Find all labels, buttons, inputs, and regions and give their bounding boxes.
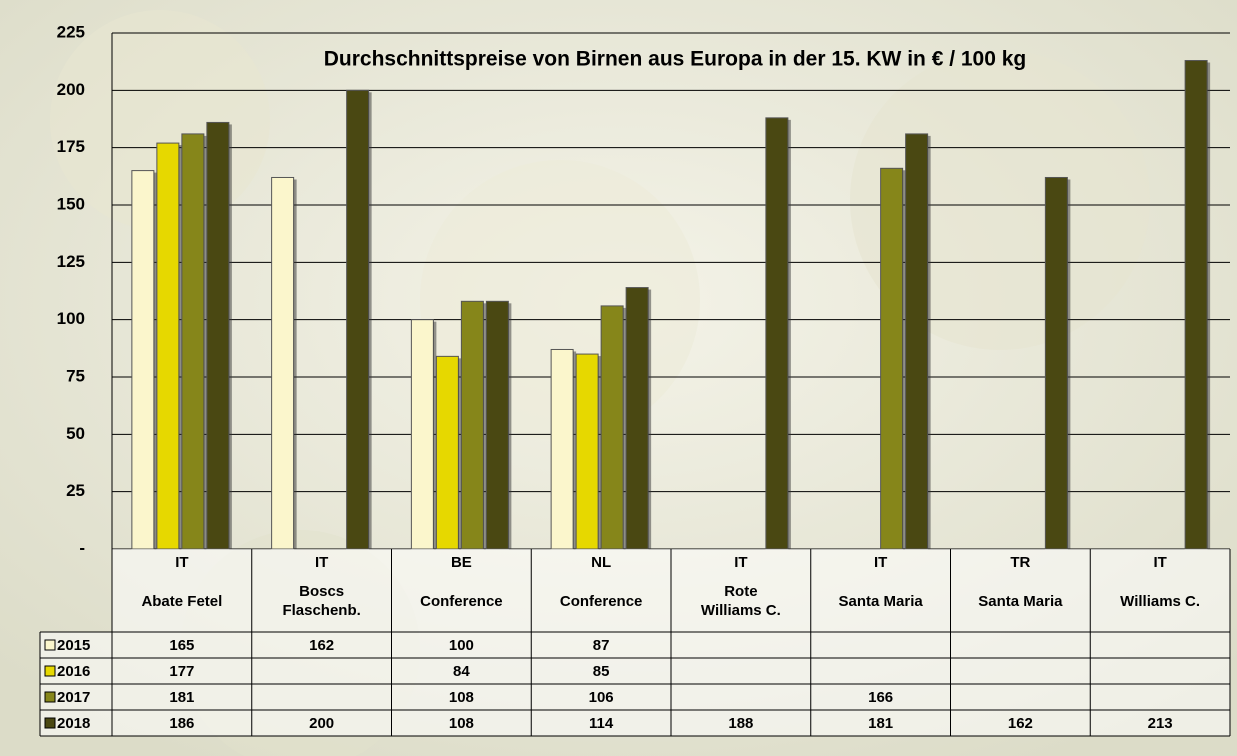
data-label: 108 (448, 715, 474, 732)
category-name: Abate Fetel (141, 593, 223, 610)
bar-side (483, 303, 487, 549)
legend-label: 2018 (57, 715, 91, 732)
data-label: 165 (169, 637, 195, 654)
bar (905, 133, 929, 550)
y-tick-label: 125 (57, 252, 85, 271)
data-label: 181 (868, 715, 894, 732)
bar (485, 300, 509, 550)
data-label: 108 (448, 689, 474, 706)
bar-side (508, 303, 512, 549)
y-tick-label: 225 (57, 22, 85, 41)
data-label: 186 (169, 715, 195, 732)
bar-side (648, 289, 652, 549)
bar-side (178, 145, 182, 549)
data-label: 106 (588, 689, 614, 706)
y-tick-label: 100 (57, 309, 85, 328)
legend-swatch (44, 691, 56, 703)
category-name: Santa Maria (978, 593, 1063, 610)
category-country: TR (1010, 554, 1031, 571)
legend-label: 2016 (57, 663, 91, 680)
bar (1044, 176, 1068, 550)
legend-label: 2017 (57, 689, 91, 706)
data-label: 162 (309, 637, 335, 654)
category-name: Conference (420, 593, 503, 610)
bar-side (927, 135, 931, 549)
bar-side (1067, 179, 1071, 550)
category-country: IT (314, 554, 329, 571)
bar-side (153, 172, 157, 549)
data-label: 166 (868, 689, 894, 706)
category-name: Boscs Flaschenb. (282, 583, 361, 619)
bar-side (293, 179, 297, 550)
bar (625, 287, 649, 550)
category-country: IT (734, 554, 748, 571)
bar-side (458, 358, 462, 549)
legend-swatch (44, 717, 56, 729)
category-country: IT (873, 554, 888, 571)
legend-swatch (44, 665, 56, 677)
data-label: 188 (728, 715, 754, 732)
legend-label: 2015 (57, 637, 91, 654)
data-label: 162 (1007, 715, 1033, 732)
data-label: 100 (448, 637, 474, 654)
y-tick-label: 175 (57, 137, 85, 156)
bar (460, 300, 484, 550)
bar-side (573, 351, 577, 549)
category-name: Santa Maria (838, 593, 923, 610)
bar (346, 89, 370, 550)
bar (271, 176, 295, 550)
bar-side (787, 119, 791, 549)
bar-side (228, 124, 232, 549)
bar-side (598, 356, 602, 549)
bar-side (203, 135, 207, 549)
data-label: 114 (589, 715, 614, 732)
bar (206, 121, 230, 550)
bar (1184, 60, 1208, 550)
bar (435, 355, 459, 550)
bar (181, 133, 205, 550)
bar (156, 142, 180, 550)
bar-side (623, 307, 627, 549)
bar (410, 319, 434, 550)
legend-swatch (44, 639, 56, 651)
y-tick-label: 150 (57, 194, 85, 213)
bar (600, 305, 624, 550)
bar-side (433, 321, 437, 549)
category-country: BE (450, 554, 472, 571)
bar (575, 353, 599, 550)
category-country: IT (175, 554, 189, 571)
chart-title: Durchschnittspreise von Birnen aus Europ… (324, 48, 1027, 71)
data-label: 200 (309, 715, 335, 732)
bar (880, 167, 904, 550)
category-country: IT (1153, 554, 1167, 571)
bar-side (902, 170, 906, 549)
y-tick-label: 50 (66, 424, 85, 443)
bar-side (1207, 62, 1211, 550)
y-tick-label: 75 (66, 366, 85, 385)
category-name: Williams C. (1120, 593, 1201, 610)
category-name: Rote Williams C. (700, 583, 781, 619)
y-tick-label: - (79, 538, 85, 557)
data-label: 85 (592, 663, 610, 680)
category-name: Conference (559, 593, 643, 610)
data-label: 177 (169, 663, 195, 680)
data-label: 84 (453, 663, 470, 680)
data-label: 181 (169, 689, 195, 706)
bar (765, 117, 789, 550)
data-label: 87 (592, 637, 610, 654)
bar (550, 348, 574, 550)
data-label: 213 (1147, 715, 1173, 732)
bar-side (368, 92, 372, 549)
y-tick-label: 200 (57, 80, 85, 99)
bar (131, 170, 155, 550)
y-tick-label: 25 (66, 481, 85, 500)
category-country: NL (591, 554, 612, 571)
